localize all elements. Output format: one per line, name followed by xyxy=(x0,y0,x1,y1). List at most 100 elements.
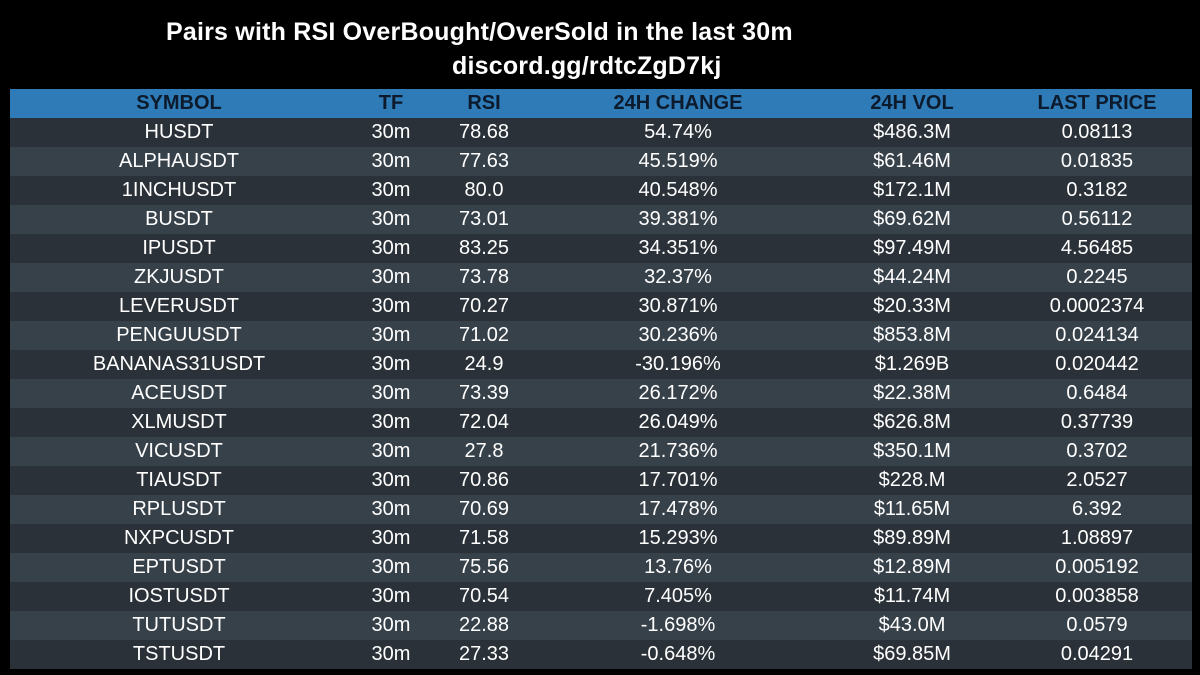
tf-cell: 30m xyxy=(348,379,434,408)
rsi-cell: 80.0 xyxy=(434,176,534,205)
rsi-cell: 70.27 xyxy=(434,292,534,321)
volume-cell: $97.49M xyxy=(822,234,1002,263)
price-cell: 6.392 xyxy=(1002,495,1192,524)
symbol-cell: TSTUSDT xyxy=(10,640,348,669)
volume-cell: $172.1M xyxy=(822,176,1002,205)
table-row: TUTUSDT 30m 22.88 -1.698% $43.0M 0.0579 xyxy=(10,611,1192,640)
tf-cell: 30m xyxy=(348,582,434,611)
table-row: LEVERUSDT 30m 70.27 30.871% $20.33M 0.0002374 xyxy=(10,292,1192,321)
volume-cell: $44.24M xyxy=(822,263,1002,292)
symbol-cell: XLMUSDT xyxy=(10,408,348,437)
price-cell: 0.08113 xyxy=(1002,118,1192,147)
table-row: IPUSDT 30m 83.25 34.351% $97.49M 4.56485 xyxy=(10,234,1192,263)
rsi-cell: 73.78 xyxy=(434,263,534,292)
tf-cell: 30m xyxy=(348,524,434,553)
volume-cell: $69.62M xyxy=(822,205,1002,234)
table-row: ZKJUSDT 30m 73.78 32.37% $44.24M 0.2245 xyxy=(10,263,1192,292)
tf-cell: 30m xyxy=(348,118,434,147)
rsi-cell: 83.25 xyxy=(434,234,534,263)
volume-cell: $20.33M xyxy=(822,292,1002,321)
volume-cell: $11.65M xyxy=(822,495,1002,524)
volume-cell: $626.8M xyxy=(822,408,1002,437)
tf-cell: 30m xyxy=(348,495,434,524)
price-cell: 0.01835 xyxy=(1002,147,1192,176)
change-cell: 32.37% xyxy=(534,263,822,292)
rsi-cell: 78.68 xyxy=(434,118,534,147)
change-cell: -1.698% xyxy=(534,611,822,640)
price-cell: 0.005192 xyxy=(1002,553,1192,582)
symbol-cell: ALPHAUSDT xyxy=(10,147,348,176)
column-header-tf: TF xyxy=(348,89,434,118)
change-cell: -0.648% xyxy=(534,640,822,669)
price-cell: 0.020442 xyxy=(1002,350,1192,379)
rsi-cell: 72.04 xyxy=(434,408,534,437)
table-row: ACEUSDT 30m 73.39 26.172% $22.38M 0.6484 xyxy=(10,379,1192,408)
table-row: XLMUSDT 30m 72.04 26.049% $626.8M 0.37739 xyxy=(10,408,1192,437)
change-cell: 17.478% xyxy=(534,495,822,524)
rsi-cell: 27.33 xyxy=(434,640,534,669)
change-cell: 45.519% xyxy=(534,147,822,176)
volume-cell: $89.89M xyxy=(822,524,1002,553)
tf-cell: 30m xyxy=(348,466,434,495)
price-cell: 0.56112 xyxy=(1002,205,1192,234)
tf-cell: 30m xyxy=(348,611,434,640)
column-header-symbol: SYMBOL xyxy=(10,89,348,118)
price-cell: 0.6484 xyxy=(1002,379,1192,408)
tf-cell: 30m xyxy=(348,321,434,350)
volume-cell: $43.0M xyxy=(822,611,1002,640)
symbol-cell: BANANAS31USDT xyxy=(10,350,348,379)
column-header-last-price: LAST PRICE xyxy=(1002,89,1192,118)
page-title: Pairs with RSI OverBought/OverSold in th… xyxy=(166,18,793,46)
rsi-cell: 22.88 xyxy=(434,611,534,640)
symbol-cell: TIAUSDT xyxy=(10,466,348,495)
volume-cell: $61.46M xyxy=(822,147,1002,176)
tf-cell: 30m xyxy=(348,147,434,176)
price-cell: 0.3702 xyxy=(1002,437,1192,466)
tf-cell: 30m xyxy=(348,640,434,669)
tf-cell: 30m xyxy=(348,292,434,321)
symbol-cell: ZKJUSDT xyxy=(10,263,348,292)
rsi-cell: 71.02 xyxy=(434,321,534,350)
table-row: TIAUSDT 30m 70.86 17.701% $228.M 2.0527 xyxy=(10,466,1192,495)
rsi-cell: 24.9 xyxy=(434,350,534,379)
rsi-cell: 77.63 xyxy=(434,147,534,176)
tf-cell: 30m xyxy=(348,205,434,234)
price-cell: 0.2245 xyxy=(1002,263,1192,292)
column-header-24h-vol: 24H VOL xyxy=(822,89,1002,118)
rsi-cell: 70.54 xyxy=(434,582,534,611)
change-cell: 15.293% xyxy=(534,524,822,553)
symbol-cell: RPLUSDT xyxy=(10,495,348,524)
price-cell: 4.56485 xyxy=(1002,234,1192,263)
price-cell: 0.37739 xyxy=(1002,408,1192,437)
symbol-cell: VICUSDT xyxy=(10,437,348,466)
table-row: HUSDT 30m 78.68 54.74% $486.3M 0.08113 xyxy=(10,118,1192,147)
discord-link[interactable]: discord.gg/rdtcZgD7kj xyxy=(452,52,722,80)
rsi-cell: 71.58 xyxy=(434,524,534,553)
tf-cell: 30m xyxy=(348,234,434,263)
symbol-cell: 1INCHUSDT xyxy=(10,176,348,205)
change-cell: 30.871% xyxy=(534,292,822,321)
rsi-cell: 73.39 xyxy=(434,379,534,408)
rsi-cell: 75.56 xyxy=(434,553,534,582)
volume-cell: $11.74M xyxy=(822,582,1002,611)
symbol-cell: ACEUSDT xyxy=(10,379,348,408)
rsi-cell: 73.01 xyxy=(434,205,534,234)
rsi-table: SYMBOL TF RSI 24H CHANGE 24H VOL LAST PR… xyxy=(10,89,1192,669)
change-cell: 26.049% xyxy=(534,408,822,437)
column-header-24h-change: 24H CHANGE xyxy=(534,89,822,118)
price-cell: 0.04291 xyxy=(1002,640,1192,669)
change-cell: 7.405% xyxy=(534,582,822,611)
rsi-cell: 70.69 xyxy=(434,495,534,524)
volume-cell: $228.M xyxy=(822,466,1002,495)
symbol-cell: PENGUUSDT xyxy=(10,321,348,350)
volume-cell: $486.3M xyxy=(822,118,1002,147)
table-row: NXPCUSDT 30m 71.58 15.293% $89.89M 1.08897 xyxy=(10,524,1192,553)
tf-cell: 30m xyxy=(348,176,434,205)
price-cell: 2.0527 xyxy=(1002,466,1192,495)
table-row: IOSTUSDT 30m 70.54 7.405% $11.74M 0.003858 xyxy=(10,582,1192,611)
table-row: VICUSDT 30m 27.8 21.736% $350.1M 0.3702 xyxy=(10,437,1192,466)
change-cell: 21.736% xyxy=(534,437,822,466)
tf-cell: 30m xyxy=(348,263,434,292)
change-cell: 40.548% xyxy=(534,176,822,205)
price-cell: 1.08897 xyxy=(1002,524,1192,553)
